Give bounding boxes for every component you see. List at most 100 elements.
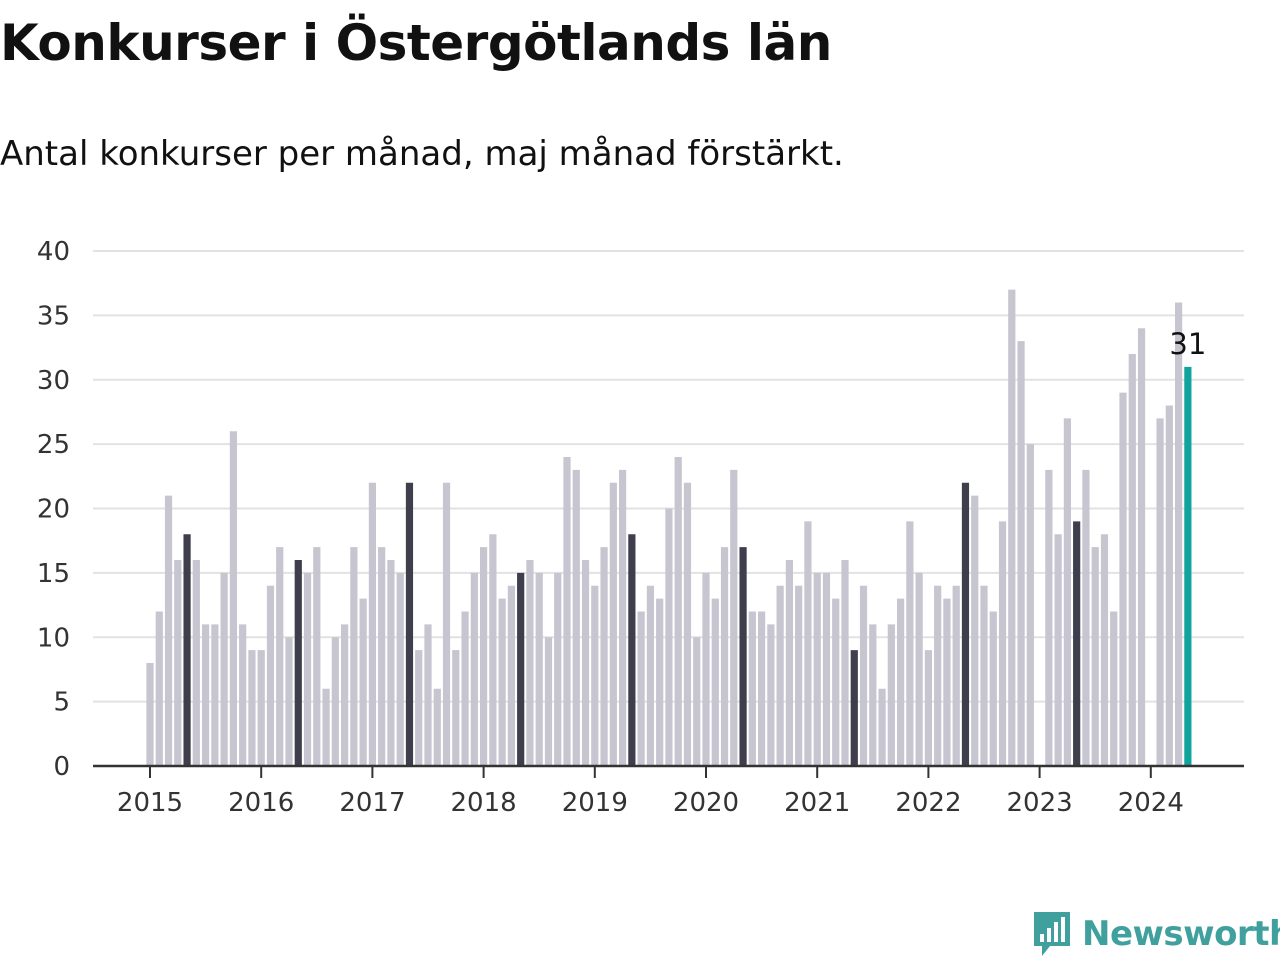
bar bbox=[1137, 328, 1146, 766]
bar bbox=[1110, 611, 1118, 766]
bar bbox=[869, 624, 877, 767]
bar bbox=[1156, 418, 1164, 767]
bar bbox=[980, 585, 988, 766]
bar bbox=[832, 598, 840, 767]
bar bbox=[489, 534, 497, 766]
bar bbox=[609, 482, 617, 766]
latest-value-label: 31 bbox=[1169, 327, 1206, 361]
bar bbox=[378, 547, 386, 767]
bar bbox=[572, 469, 580, 767]
bar bbox=[934, 585, 942, 766]
bar bbox=[906, 521, 914, 767]
y-tick-label: 25 bbox=[37, 430, 70, 460]
bar bbox=[1128, 354, 1136, 766]
bar bbox=[1119, 392, 1127, 767]
bar bbox=[924, 650, 932, 767]
y-tick-label: 10 bbox=[37, 623, 70, 653]
bar bbox=[591, 585, 599, 766]
bar bbox=[470, 572, 478, 767]
bar bbox=[350, 547, 358, 767]
y-tick-label: 20 bbox=[37, 495, 70, 525]
bar bbox=[859, 585, 868, 766]
x-tick-label: 2021 bbox=[784, 788, 850, 818]
bar bbox=[998, 521, 1007, 767]
bar bbox=[359, 598, 367, 767]
bar bbox=[730, 469, 738, 767]
x-tick-label: 2020 bbox=[673, 788, 739, 818]
x-tick-label: 2018 bbox=[451, 788, 517, 818]
x-tick-label: 2015 bbox=[117, 788, 183, 818]
x-tick-label: 2016 bbox=[228, 788, 294, 818]
bar bbox=[637, 611, 645, 766]
bar bbox=[1091, 547, 1099, 767]
bar bbox=[480, 547, 488, 767]
bar bbox=[164, 495, 173, 767]
bar bbox=[850, 650, 858, 767]
bar bbox=[878, 688, 886, 766]
bar bbox=[720, 547, 729, 767]
chart-title: Konkurser i Östergötlands län bbox=[0, 14, 832, 72]
bar bbox=[943, 598, 951, 767]
bar bbox=[1063, 418, 1071, 767]
bar bbox=[804, 521, 812, 767]
bar bbox=[554, 572, 562, 767]
newsworthy-logo-icon bbox=[1034, 912, 1070, 956]
y-tick-label: 30 bbox=[37, 366, 70, 396]
bar bbox=[674, 457, 682, 766]
bar bbox=[433, 688, 441, 766]
bar bbox=[711, 598, 719, 767]
newsworthy-logo: Newsworthy bbox=[1030, 908, 1280, 960]
newsworthy-logo-text: Newsworthy bbox=[1082, 914, 1280, 954]
x-tick-label: 2017 bbox=[339, 788, 405, 818]
bar bbox=[683, 482, 692, 766]
bar bbox=[702, 572, 710, 767]
bar bbox=[229, 431, 237, 766]
bar bbox=[961, 482, 970, 766]
bar bbox=[387, 560, 395, 766]
bar bbox=[544, 637, 553, 766]
bar-chart: 0 5 10 15 20 25 30 35 40 2015 2016 2017 2018 2019 2020… bbox=[37, 237, 1244, 818]
bar bbox=[396, 572, 404, 767]
bar bbox=[665, 508, 673, 766]
bar bbox=[322, 688, 330, 766]
bar bbox=[535, 572, 543, 767]
bar bbox=[776, 585, 784, 766]
y-tick-label: 40 bbox=[37, 237, 70, 267]
bar bbox=[526, 560, 534, 766]
bar bbox=[183, 534, 191, 766]
bar bbox=[331, 637, 339, 766]
bar bbox=[239, 624, 247, 767]
bar bbox=[915, 572, 923, 767]
bars bbox=[146, 289, 1192, 767]
bar bbox=[841, 560, 849, 766]
bar bbox=[1082, 469, 1090, 767]
x-tick-label: 2024 bbox=[1118, 788, 1184, 818]
bar bbox=[822, 572, 831, 767]
bar bbox=[266, 585, 275, 766]
bar bbox=[211, 624, 219, 767]
bar bbox=[415, 650, 423, 767]
axes bbox=[93, 764, 1244, 778]
bar bbox=[405, 482, 414, 766]
chart-subtitle: Antal konkurser per månad, maj månad för… bbox=[0, 134, 844, 174]
labels: 0 5 10 15 20 25 30 35 40 2015 2016 2017 2018 2019 2020… bbox=[37, 237, 1206, 818]
x-tick-label: 2023 bbox=[1007, 788, 1073, 818]
bar bbox=[897, 598, 905, 767]
bar bbox=[442, 482, 451, 766]
bar bbox=[155, 611, 163, 766]
bar bbox=[1017, 341, 1025, 767]
bar bbox=[174, 560, 182, 766]
bar bbox=[192, 560, 200, 766]
bar bbox=[368, 482, 376, 766]
bar bbox=[887, 624, 895, 767]
bar bbox=[656, 598, 664, 767]
bar bbox=[313, 547, 321, 767]
bar bbox=[748, 611, 756, 766]
y-tick-label: 15 bbox=[37, 559, 70, 589]
bar bbox=[303, 572, 312, 767]
bar bbox=[739, 547, 747, 767]
bar bbox=[424, 624, 432, 767]
bar bbox=[146, 663, 154, 766]
y-tick-label: 35 bbox=[37, 301, 70, 331]
bar bbox=[1026, 444, 1034, 767]
